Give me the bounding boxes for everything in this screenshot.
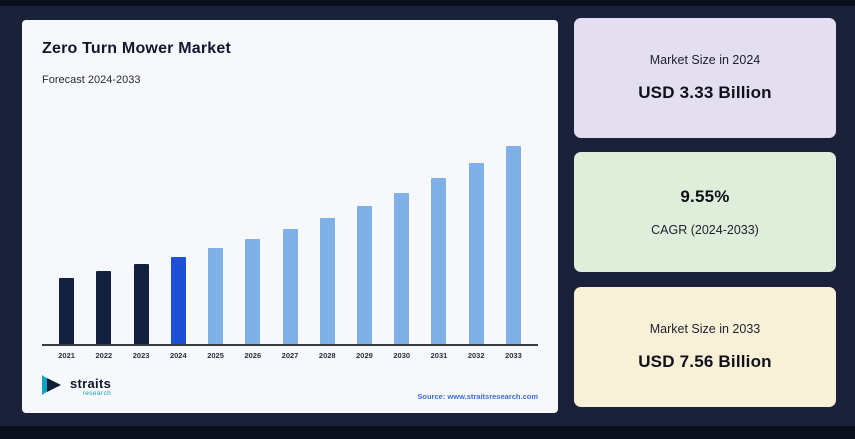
bar-2028 [309, 134, 346, 344]
logo-name: straits [70, 376, 112, 392]
bar-2032 [458, 134, 495, 344]
axis-label-2022: 2022 [95, 351, 113, 360]
source-link[interactable]: Source: www.straitsresearch.com [417, 392, 538, 401]
bar-2027 [271, 134, 308, 344]
axis-label-2023: 2023 [132, 351, 150, 360]
axis-label-2030: 2030 [393, 351, 411, 360]
axis-label-2031: 2031 [430, 351, 448, 360]
bar-2022 [85, 134, 122, 344]
bar-chart: 2021 2022 2023 2024 2025 2026 2027 2028 2029 2030… [42, 100, 538, 360]
bar-2029 [346, 134, 383, 344]
axis-label-2028: 2028 [318, 351, 336, 360]
axis-label-2025: 2025 [207, 351, 224, 360]
stat-card-market-size-2024: Market Size in 2024 USD 3.33 Billion [574, 18, 836, 138]
axis-label-2029: 2029 [356, 351, 373, 360]
chart-footer: straits research Source: www.straitsrese… [42, 360, 538, 401]
axis-label-2027: 2027 [281, 351, 299, 360]
bar-2021 [48, 134, 85, 344]
bar-2025 [197, 134, 234, 344]
chart-card: Zero Turn Mower Market Forecast 2024-203… [22, 20, 558, 413]
chart-title: Zero Turn Mower Market [42, 40, 232, 57]
stat-value: USD 7.56 Billion [638, 352, 772, 371]
bar-2026 [234, 134, 271, 344]
stat-label: Market Size in 2033 [649, 322, 761, 336]
logo-subtitle: research [82, 390, 112, 398]
bar-2030 [383, 134, 420, 344]
axis-label-2032: 2032 [467, 351, 485, 360]
straits-research-logo: straits research [42, 374, 111, 401]
bar-2023 [122, 134, 159, 344]
bar-chart-labels: 2021 2022 2023 2024 2025 2026 2027 2028 2029 2030… [42, 351, 538, 360]
logo-arrow-icon [42, 374, 66, 401]
bar-2024 [160, 134, 197, 344]
axis-label-2033: 2033 [505, 351, 522, 360]
chart-subtitle: Forecast 2024-2033 [42, 74, 141, 86]
axis-label-2026: 2026 [244, 351, 262, 360]
stat-card-market-size-2033: Market Size in 2033 USD 7.56 Billion [574, 287, 836, 407]
stat-value: 9.55% [680, 187, 730, 206]
bar-2033 [495, 134, 532, 344]
bar-chart-plot [42, 134, 538, 346]
axis-label-2021: 2021 [58, 351, 75, 360]
stat-label: Market Size in 2024 [649, 53, 761, 67]
stat-label: CAGR (2024-2033) [651, 223, 759, 237]
top-border-strip [0, 0, 855, 6]
bar-2031 [420, 134, 457, 344]
axis-label-2024: 2024 [169, 351, 187, 360]
stat-card-cagr: 9.55% CAGR (2024-2033) [574, 152, 836, 272]
stat-value: USD 3.33 Billion [638, 83, 772, 102]
bottom-border-strip [0, 426, 855, 439]
